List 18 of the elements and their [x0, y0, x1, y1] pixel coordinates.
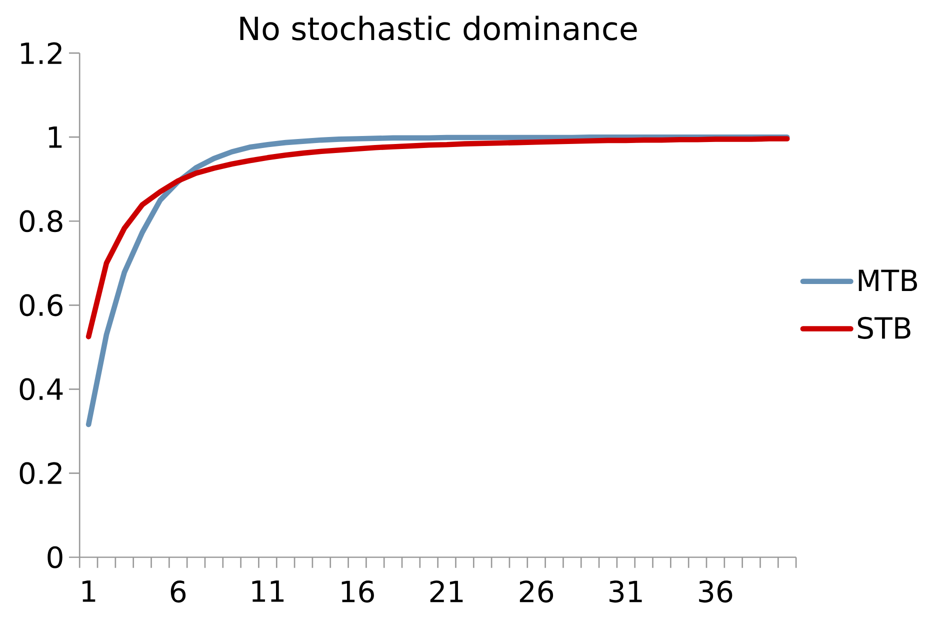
y-tick-label: 0: [48, 546, 62, 568]
x-tick-label: 6: [170, 580, 186, 603]
y-tick-label: 0.6: [20, 294, 62, 316]
y-tick-label: 0.8: [20, 210, 62, 232]
y-tick-label: 1: [48, 126, 62, 148]
x-tick-label: 31: [610, 580, 642, 603]
legend-label: STB: [858, 316, 910, 340]
x-tick-label: 11: [252, 580, 284, 602]
y-tick-label: 1.2: [21, 42, 62, 64]
chart-title: No stochastic dominance: [240, 16, 637, 41]
y-tick-label: 0.4: [20, 378, 63, 400]
x-tick-label: 21: [430, 580, 463, 602]
y-tick-label: 0.2: [20, 462, 62, 484]
x-tick-label: 26: [520, 580, 554, 603]
x-tick-label: 36: [699, 580, 732, 603]
x-tick-label: 1: [82, 580, 96, 602]
legend-label: MTB: [858, 270, 918, 292]
x-tick-label: 16: [342, 580, 374, 603]
